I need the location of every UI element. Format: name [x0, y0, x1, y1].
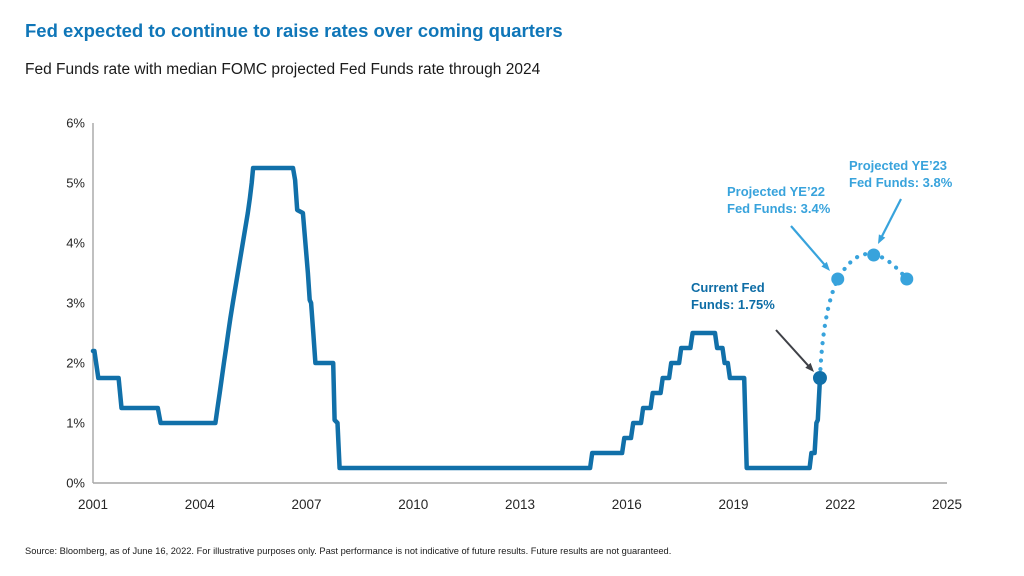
- y-tick-label: 3%: [66, 296, 85, 311]
- y-tick-label: 5%: [66, 176, 85, 191]
- marker-current: [812, 371, 827, 385]
- x-tick-label: 2001: [78, 497, 108, 512]
- y-tick-label: 4%: [66, 236, 85, 251]
- y-tick-label: 0%: [66, 476, 85, 491]
- annotation-projected-ye23-line2: Fed Funds: 3.8%: [849, 175, 953, 191]
- arrow-to-ye23-dot-head: [878, 234, 886, 244]
- annotation-projected-ye22: Projected YE’22 Fed Funds: 3.4%: [727, 183, 830, 217]
- x-tick-label: 2013: [505, 497, 535, 512]
- annotation-projected-ye22-line2: Fed Funds: 3.4%: [727, 201, 831, 217]
- x-tick-label: 2007: [291, 497, 321, 512]
- marker-ye22: [831, 272, 845, 286]
- arrow-to-ye22-dot: [790, 225, 827, 267]
- arrow-to-current-dot-head: [805, 362, 814, 372]
- x-tick-label: 2022: [825, 497, 855, 512]
- annotation-current-fed-funds-line2: Funds: 1.75%: [691, 297, 775, 313]
- arrow-to-current-dot: [775, 329, 811, 368]
- x-tick-label: 2019: [718, 497, 748, 512]
- x-tick-label: 2004: [185, 497, 216, 512]
- y-tick-label: 6%: [66, 116, 85, 131]
- source-footnote: Source: Bloomberg, as of June 16, 2022. …: [25, 546, 672, 556]
- annotation-projected-ye22-line1: Projected YE’22: [727, 184, 826, 199]
- y-tick-label: 2%: [66, 356, 85, 371]
- arrow-to-ye22-dot-head: [821, 261, 830, 271]
- x-tick-label: 2010: [398, 497, 428, 512]
- annotation-projected-ye23-line1: Projected YE’23: [849, 158, 948, 173]
- fed-funds-projection-dotted-line: [817, 251, 909, 381]
- annotation-current-fed-funds: Current Fed Funds: 1.75%: [691, 279, 775, 313]
- page-title: Fed expected to continue to raise rates …: [25, 20, 563, 41]
- arrow-to-ye23-dot: [880, 198, 902, 239]
- x-tick-label: 2025: [932, 497, 962, 512]
- annotation-current-fed-funds-line1: Current Fed: [691, 280, 765, 295]
- marker-ye24: [900, 272, 914, 286]
- marker-ye23: [867, 248, 881, 262]
- x-tick-label: 2016: [612, 497, 642, 512]
- annotation-projected-ye23: Projected YE’23 Fed Funds: 3.8%: [849, 157, 952, 191]
- y-tick-label: 1%: [66, 416, 85, 431]
- fed-funds-history-line: [90, 165, 823, 471]
- page-subtitle: Fed Funds rate with median FOMC projecte…: [25, 61, 541, 78]
